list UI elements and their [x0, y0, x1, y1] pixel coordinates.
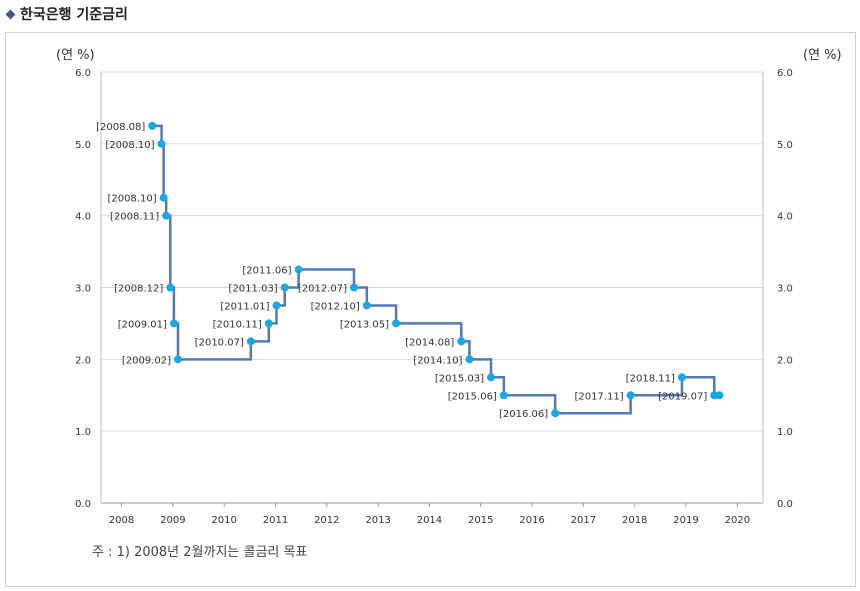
- data-point: [169, 319, 178, 328]
- data-point: [272, 301, 281, 310]
- data-label: [2009.02]: [122, 355, 171, 366]
- rate-step-line: [152, 124, 720, 415]
- x-tick-label: 2016: [519, 515, 544, 526]
- data-label: [2012.10]: [311, 301, 360, 312]
- data-label: [2011.06]: [242, 266, 291, 277]
- y-tick-label-right: 2.0: [777, 355, 793, 366]
- x-tick-label: 2020: [725, 515, 750, 526]
- x-tick-label: 2015: [468, 515, 493, 526]
- chart-title: 한국은행 기준금리: [20, 7, 128, 23]
- data-label: [2008.11]: [110, 212, 159, 223]
- data-label: [2008.08]: [96, 122, 145, 133]
- data-point: [715, 391, 724, 400]
- x-tick-label: 2017: [571, 515, 596, 526]
- data-label: [2014.10]: [413, 355, 462, 366]
- data-label: [2009.01]: [118, 319, 167, 330]
- data-label: [2012.07]: [298, 284, 347, 295]
- data-label: [2018.11]: [626, 373, 675, 384]
- title-row: 한국은행 기준금리: [4, 4, 128, 24]
- data-point: [677, 373, 686, 382]
- data-point: [362, 301, 371, 310]
- y-tick-label-right: 3.0: [777, 284, 793, 295]
- data-point: [349, 283, 358, 292]
- x-tick-label: 2010: [211, 515, 236, 526]
- x-tick-label: 2011: [263, 515, 288, 526]
- y-tick-label-left: 4.0: [75, 212, 91, 223]
- data-point: [551, 409, 560, 418]
- x-tick-label: 2014: [417, 515, 442, 526]
- x-tick-label: 2019: [673, 515, 698, 526]
- y-tick-label-left: 0.0: [75, 499, 91, 510]
- data-label: [2014.08]: [405, 337, 454, 348]
- data-point: [162, 211, 171, 220]
- y-tick-label-left: 6.0: [75, 68, 91, 79]
- data-point: [166, 283, 175, 292]
- y-unit-right: (연 %): [803, 48, 842, 63]
- y-tick-label-right: 5.0: [777, 140, 793, 151]
- data-label: [2011.01]: [220, 301, 269, 312]
- data-label: [2008.12]: [114, 284, 163, 295]
- data-point: [173, 355, 182, 364]
- data-label: [2011.03]: [229, 284, 278, 295]
- y-unit-left: (연 %): [56, 48, 95, 63]
- data-point: [465, 355, 474, 364]
- data-label: [2016.06]: [499, 409, 548, 420]
- y-tick-label-left: 2.0: [75, 355, 91, 366]
- data-label: [2008.10]: [107, 194, 156, 205]
- y-tick-label-left: 3.0: [75, 284, 91, 295]
- data-point: [148, 121, 157, 130]
- data-point: [499, 391, 508, 400]
- y-tick-label-right: 0.0: [777, 499, 793, 510]
- data-point: [264, 319, 273, 328]
- chart-panel: [5, 32, 856, 587]
- data-point: [457, 337, 466, 346]
- data-label: [2008.10]: [105, 140, 154, 151]
- data-point: [626, 391, 635, 400]
- y-tick-label-right: 1.0: [777, 427, 793, 438]
- data-label: [2015.03]: [435, 373, 484, 384]
- data-label: [2015.06]: [448, 391, 497, 402]
- data-label: [2010.11]: [213, 319, 262, 330]
- data-point: [294, 265, 303, 274]
- data-label: [2013.05]: [340, 319, 389, 330]
- y-tick-label-left: 5.0: [75, 140, 91, 151]
- data-point: [246, 337, 255, 346]
- data-label: [2017.11]: [574, 391, 623, 402]
- y-tick-label-right: 4.0: [777, 212, 793, 223]
- data-label: [2010.07]: [195, 337, 244, 348]
- data-label: [2019.07]: [658, 391, 707, 402]
- x-tick-label: 2012: [314, 515, 339, 526]
- data-point: [487, 373, 496, 382]
- data-point: [392, 319, 401, 328]
- y-tick-label-right: 6.0: [777, 68, 793, 79]
- y-tick-label-left: 1.0: [75, 427, 91, 438]
- x-tick-label: 2018: [622, 515, 647, 526]
- data-point: [280, 283, 289, 292]
- data-point: [157, 139, 166, 148]
- footnote: 주 : 1) 2008년 2월까지는 콜금리 목표: [92, 545, 308, 560]
- x-tick-label: 2009: [160, 515, 185, 526]
- data-point: [159, 193, 168, 202]
- x-tick-label: 2008: [109, 515, 134, 526]
- x-tick-label: 2013: [365, 515, 390, 526]
